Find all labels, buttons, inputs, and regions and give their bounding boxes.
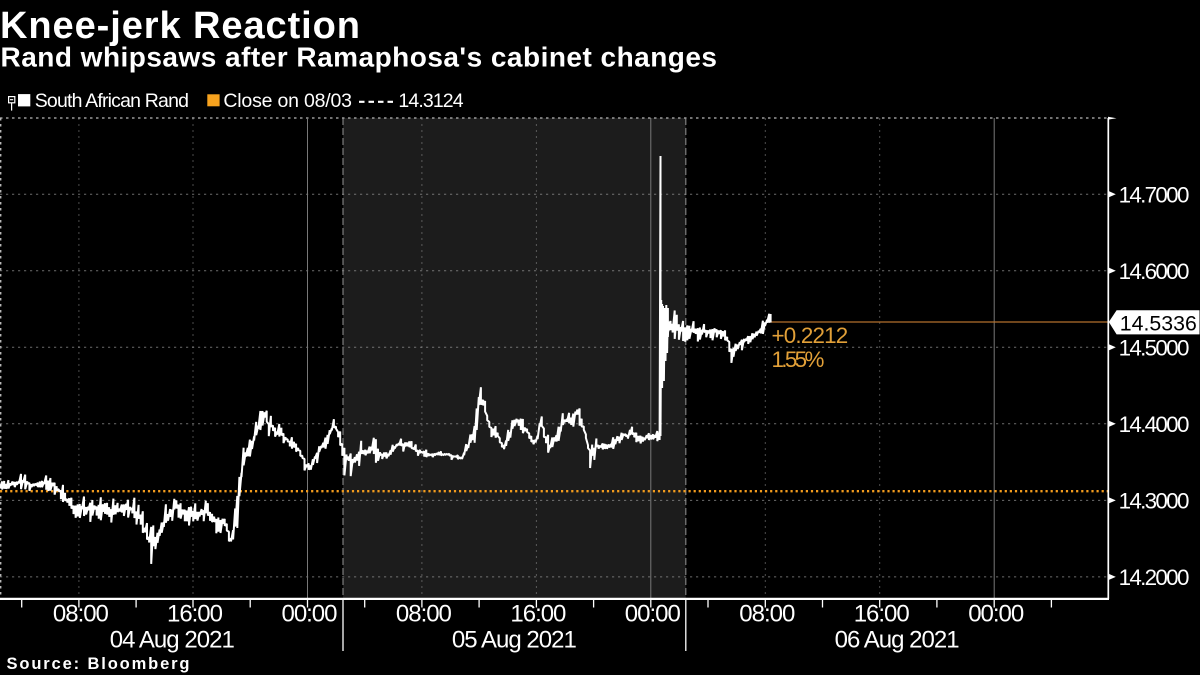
svg-text:Knee-jerk Reaction: Knee-jerk Reaction — [0, 5, 360, 47]
svg-text:14.5336: 14.5336 — [1120, 311, 1197, 335]
svg-text:14.6000: 14.6000 — [1119, 259, 1190, 284]
svg-text:Rand whipsaws after Ramaphosa': Rand whipsaws after Ramaphosa's cabinet … — [1, 42, 718, 73]
svg-text:16:00: 16:00 — [854, 601, 910, 628]
svg-text:Source: Bloomberg: Source: Bloomberg — [7, 655, 190, 673]
svg-text:04 Aug 2021: 04 Aug 2021 — [110, 627, 235, 654]
svg-text:08:00: 08:00 — [396, 601, 452, 628]
svg-text:14.3000: 14.3000 — [1119, 489, 1190, 514]
svg-text:05 Aug 2021: 05 Aug 2021 — [452, 627, 577, 654]
svg-text:14.5000: 14.5000 — [1119, 335, 1190, 360]
svg-text:00:00: 00:00 — [282, 601, 338, 628]
svg-text:14.7000: 14.7000 — [1119, 182, 1190, 207]
svg-text:00:00: 00:00 — [625, 601, 681, 628]
svg-text:08:00: 08:00 — [739, 601, 795, 628]
svg-text:14.3124: 14.3124 — [398, 90, 463, 112]
svg-text:+0.2212: +0.2212 — [772, 323, 849, 348]
svg-text:South African Rand: South African Rand — [35, 90, 189, 112]
svg-text:1.55%: 1.55% — [772, 347, 825, 372]
svg-text:14.2000: 14.2000 — [1119, 565, 1190, 590]
svg-text:08:00: 08:00 — [53, 601, 109, 628]
svg-text:16:00: 16:00 — [510, 601, 566, 628]
svg-text:00:00: 00:00 — [968, 601, 1024, 628]
svg-text:06 Aug 2021: 06 Aug 2021 — [835, 627, 960, 654]
svg-text:16:00: 16:00 — [167, 601, 223, 628]
svg-text:14.4000: 14.4000 — [1119, 412, 1190, 437]
svg-text:Close on 08/03: Close on 08/03 — [223, 90, 352, 112]
